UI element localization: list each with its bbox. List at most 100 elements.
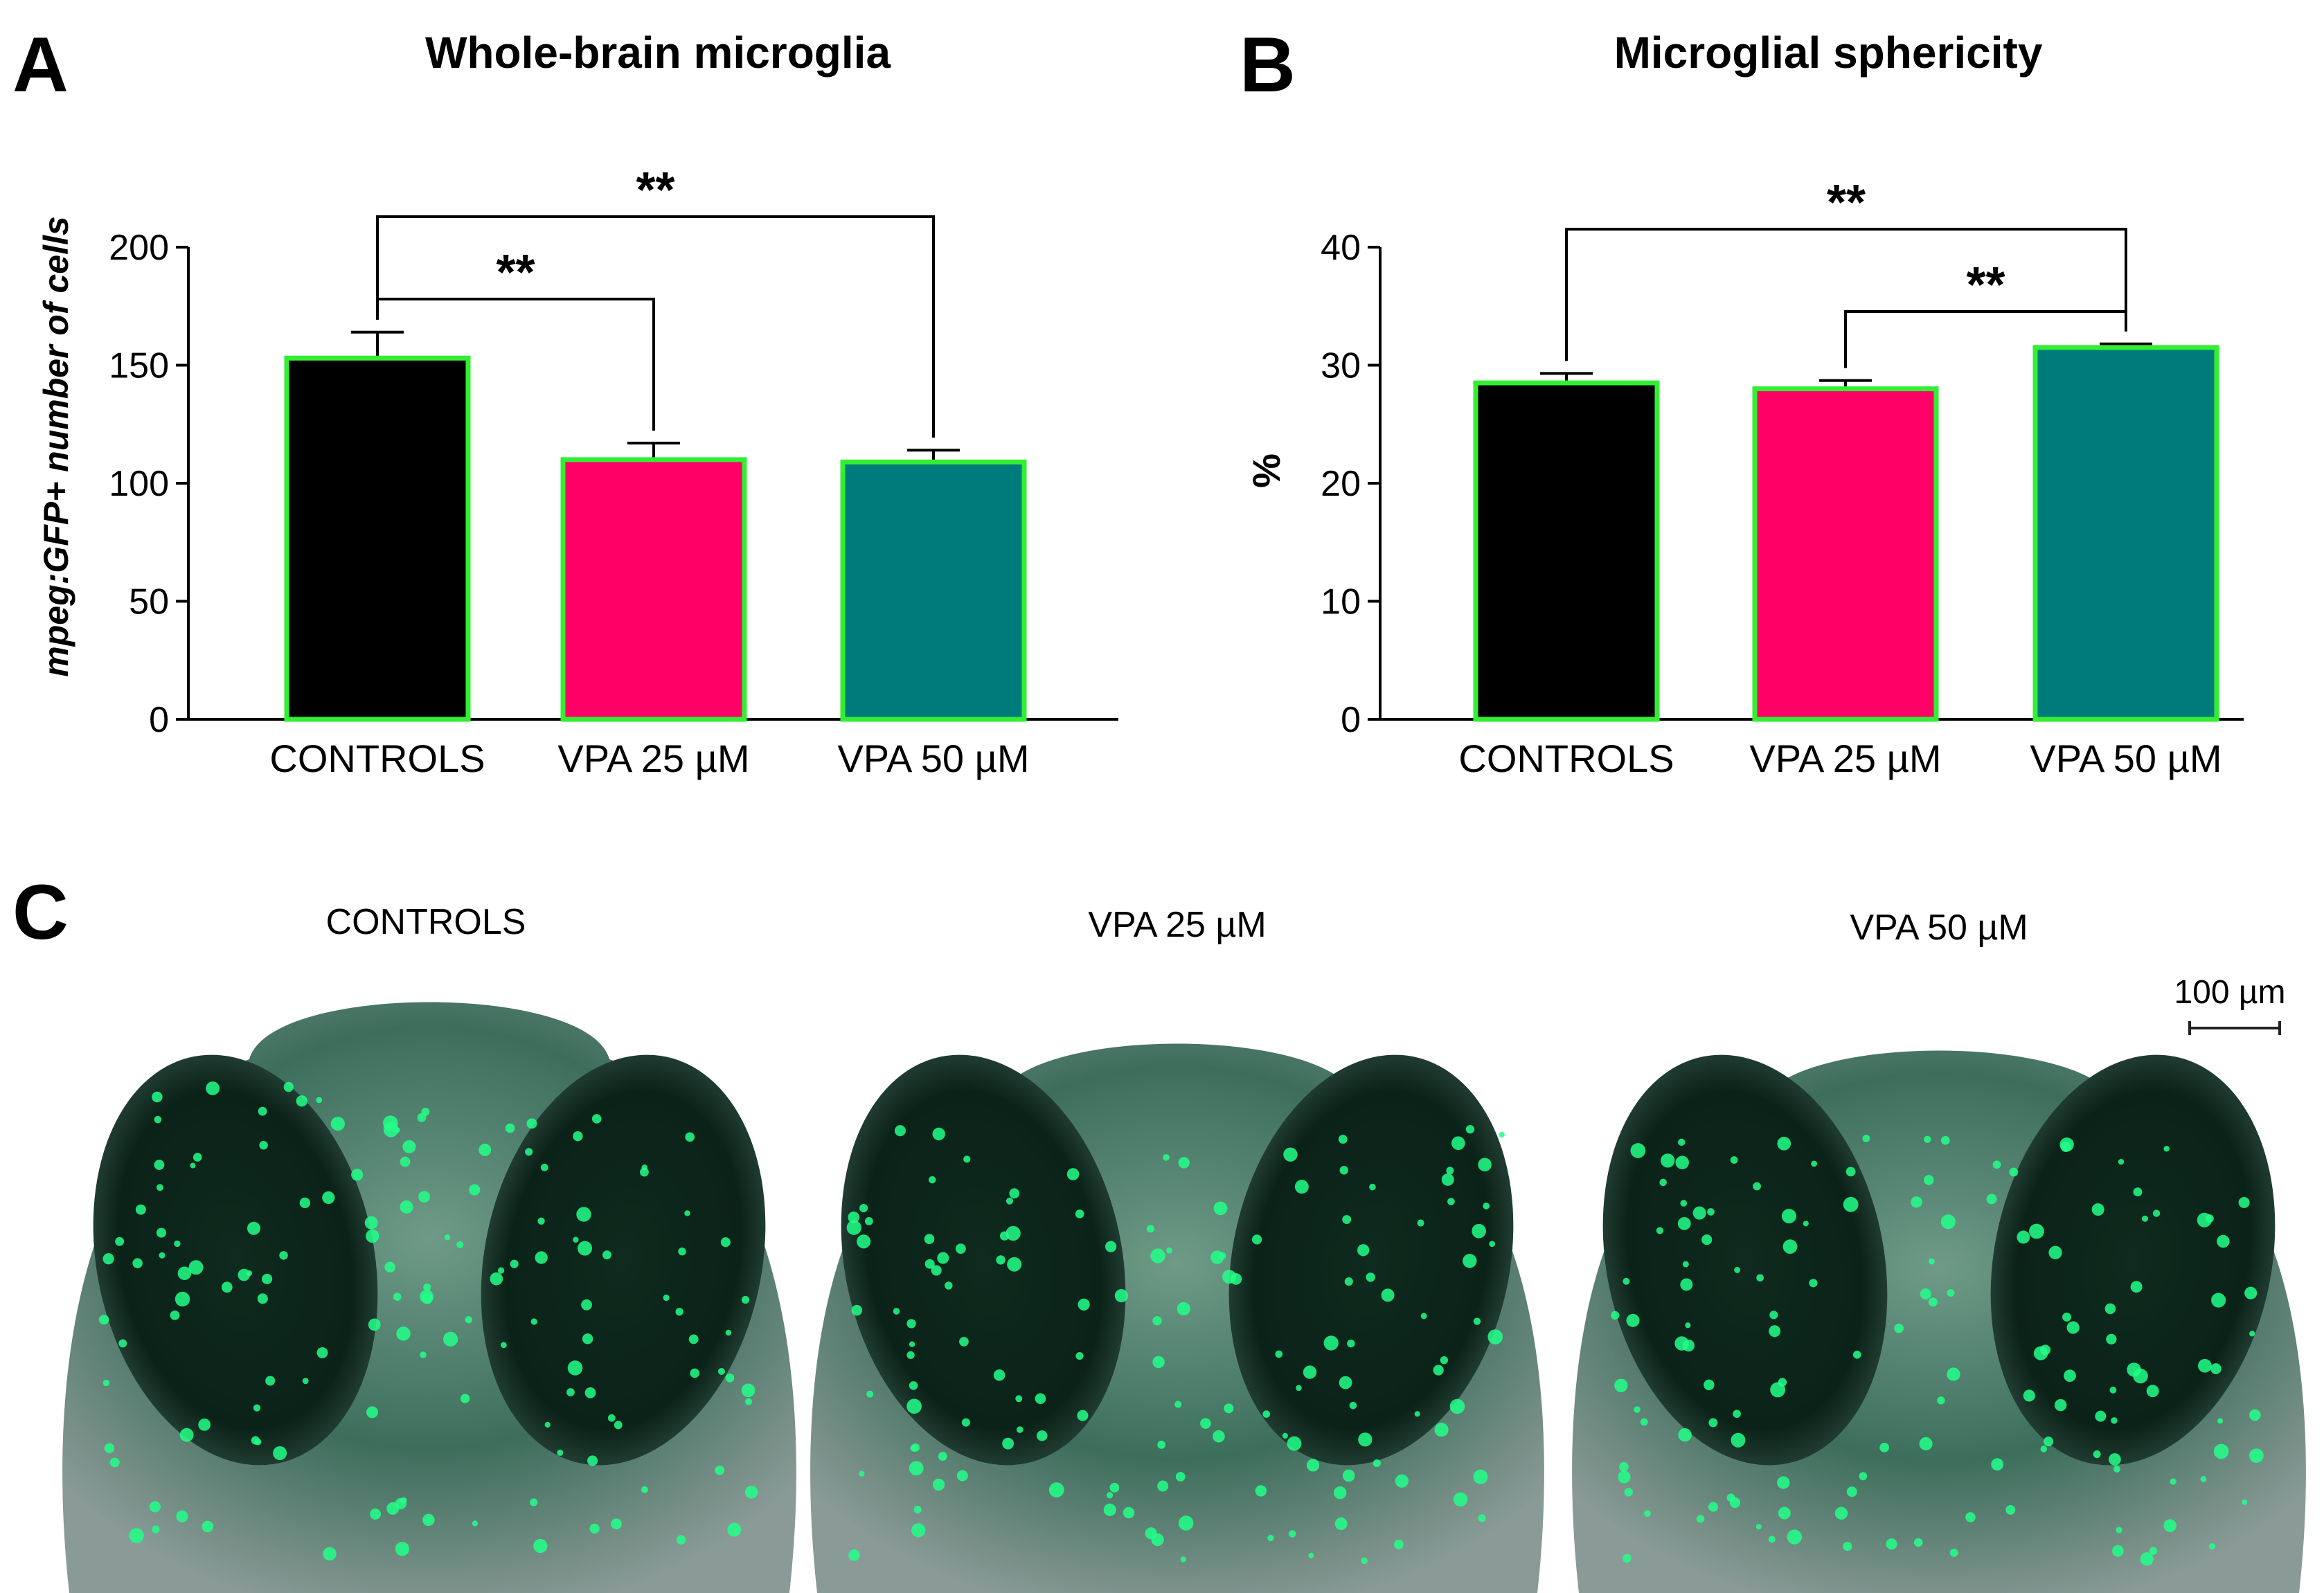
microglia-cell	[98, 1314, 109, 1325]
microglia-cell	[1730, 1156, 1738, 1164]
microglia-cell	[2048, 1245, 2062, 1259]
microglia-cell	[1178, 1157, 1190, 1169]
microglia-cell	[1344, 1277, 1353, 1286]
microglia-cell	[1862, 1135, 1870, 1142]
microglia-cell	[1991, 1458, 2004, 1471]
microglia-cell	[1282, 1432, 1288, 1439]
microglia-cell	[1177, 1302, 1190, 1316]
microglia-cell	[2112, 1545, 2124, 1557]
chart-b-ytick-label: 10	[1321, 582, 1361, 622]
microglia-cell	[1347, 1339, 1355, 1348]
microglia-cell	[465, 1315, 473, 1324]
microglia-cell	[1928, 1297, 1938, 1307]
chart-b-ytick-label: 0	[1341, 700, 1361, 740]
microglia-cell	[1303, 1365, 1317, 1379]
microglia-cell	[1619, 1461, 1629, 1472]
microglia-cell	[1358, 1432, 1373, 1447]
microglia-cell	[1781, 1209, 1797, 1224]
microglia-cell	[857, 1234, 871, 1249]
microglia-cell	[1262, 1410, 1271, 1418]
microglia-cell	[1453, 1492, 1468, 1506]
microglia-cell	[1342, 1215, 1352, 1224]
microglia-cell	[1440, 1356, 1449, 1365]
microglia-cell	[2064, 1369, 2076, 1383]
microglia-cell	[1007, 1257, 1022, 1272]
microglia-cell	[1782, 1239, 1798, 1254]
microglia-cell	[1472, 1223, 1486, 1239]
microglia-cell	[1114, 1289, 1128, 1303]
microglia-cell	[2249, 1409, 2261, 1421]
microglia-cell	[894, 1125, 906, 1137]
chart-a-category-label: CONTROLS	[269, 737, 485, 780]
microglia-cell	[956, 1470, 968, 1482]
microglia-cell	[129, 1528, 144, 1543]
microglia-cell	[2133, 1187, 2143, 1197]
microglia-cell	[1157, 1480, 1169, 1492]
microglia-cell	[641, 1486, 648, 1493]
microglia-cell	[1002, 1437, 1014, 1450]
microglia-cell	[1680, 1278, 1693, 1291]
chart-a-ylabel: mpeg:GFP+ number of cells	[37, 216, 75, 676]
microglia-cell	[587, 1455, 598, 1466]
microglia-cell	[1682, 1261, 1689, 1268]
microglia-cell	[1707, 1208, 1715, 1216]
microglia-cell	[2062, 1313, 2071, 1322]
microglia-cell	[688, 1334, 699, 1344]
microglia-cell	[393, 1293, 402, 1301]
microglia-cell	[1483, 1203, 1490, 1209]
microglia-cell	[247, 1221, 261, 1235]
microglia-cell	[1166, 1247, 1172, 1254]
microglia-cell	[640, 1167, 649, 1177]
microglia-cell	[1349, 1401, 1357, 1410]
image-label-vpa25: VPA 25 µM	[1088, 905, 1267, 945]
microglia-cell	[1123, 1506, 1135, 1519]
microglia-cell	[2127, 1362, 2141, 1377]
microglia-cell	[400, 1497, 407, 1504]
microglia-cell	[2249, 1331, 2255, 1337]
microglia-cell	[1339, 1376, 1352, 1389]
microglia-cell	[578, 1241, 593, 1256]
microglia-cell	[2146, 1385, 2159, 1398]
microglia-cell	[259, 1140, 268, 1150]
chart-a-ytick-label: 150	[109, 346, 169, 386]
microglia-cell	[2163, 1519, 2177, 1532]
microglia-cell	[2238, 1196, 2250, 1208]
microglia-cell	[1965, 1512, 1976, 1522]
microglia-cell	[1213, 1201, 1228, 1216]
chart-b-ytick-label: 20	[1321, 464, 1361, 504]
microglia-cell	[1334, 1517, 1348, 1531]
microglia-cell	[1846, 1486, 1857, 1497]
microglia-cell	[1078, 1298, 1090, 1311]
microglia-cell	[479, 1144, 492, 1156]
microglia-cell	[2044, 1437, 2054, 1447]
microglia-cell	[1015, 1395, 1023, 1403]
microglia-cell	[2198, 1358, 2212, 1373]
microglia-cell	[368, 1318, 381, 1331]
microglia-cell	[1624, 1488, 1633, 1497]
microglia-cell	[744, 1398, 753, 1405]
panel-letter-a: A	[12, 21, 69, 108]
microglia-cell	[533, 1538, 548, 1554]
microglia-cell	[2111, 1417, 2118, 1424]
microglia-cell	[1924, 1175, 1934, 1185]
chart-b-bar-0	[1473, 380, 1660, 722]
microglia-cell	[2054, 1398, 2067, 1412]
microglia-cell	[1152, 1356, 1165, 1369]
microglia-cell	[1145, 1527, 1157, 1540]
panel-letter-c: C	[12, 869, 69, 955]
microglia-cell	[1614, 1378, 1628, 1392]
chart-a-significance-bracket	[376, 215, 935, 438]
microglia-cell	[279, 1251, 288, 1260]
fish-head-image-0	[62, 1002, 796, 1593]
microglia-cell	[1733, 1410, 1741, 1419]
microglia-cell	[913, 1505, 922, 1514]
microglia-cell	[2066, 1321, 2080, 1334]
microglia-cell	[602, 1250, 611, 1260]
microglia-cell	[1174, 1401, 1182, 1408]
microglia-cell	[396, 1326, 411, 1341]
microglia-cell	[1992, 1160, 2001, 1169]
microglia-cell	[1152, 1316, 1162, 1326]
microglia-cell	[246, 1270, 253, 1277]
microglia-cell	[1338, 1135, 1348, 1144]
microglia-cell	[924, 1259, 935, 1269]
